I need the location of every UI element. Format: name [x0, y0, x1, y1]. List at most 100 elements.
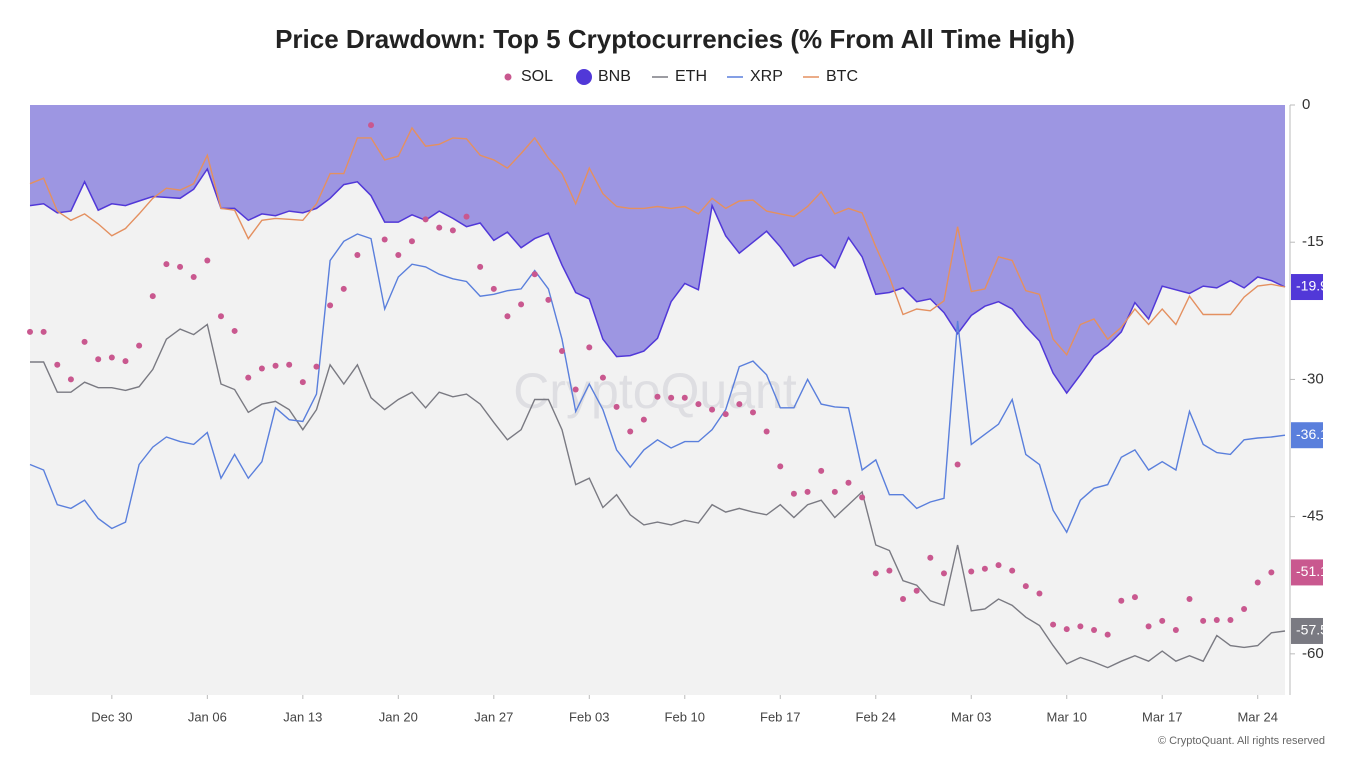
- sol-dot: [681, 394, 688, 401]
- legend-label: XRP: [750, 68, 783, 85]
- end-tag-label: -19.9: [1296, 278, 1328, 294]
- x-tick-label: Mar 10: [1047, 709, 1087, 724]
- legend-label: BTC: [826, 68, 858, 85]
- x-tick-label: Feb 24: [856, 709, 896, 724]
- x-tick-label: Mar 24: [1237, 709, 1277, 724]
- sol-dot: [40, 328, 47, 335]
- sol-dot: [313, 363, 320, 370]
- sol-dot: [995, 562, 1002, 569]
- sol-dot: [981, 565, 988, 572]
- sol-dot: [1050, 621, 1057, 628]
- sol-dot: [531, 271, 538, 278]
- sol-dot: [1254, 579, 1261, 586]
- sol-dot: [190, 273, 197, 280]
- legend-label: SOL: [521, 68, 553, 85]
- end-tag: [1291, 559, 1323, 586]
- sol-dot: [258, 365, 265, 372]
- sol-dot: [695, 401, 702, 408]
- sol-dot: [1036, 590, 1043, 597]
- y-tick-label: 0: [1302, 96, 1310, 113]
- sol-dot: [1159, 617, 1166, 624]
- sol-dot: [299, 379, 306, 386]
- y-tick-label: -60: [1302, 645, 1324, 662]
- sol-dot: [818, 467, 825, 474]
- legend-marker: [576, 69, 592, 85]
- end-tag-label: -36.1*: [1296, 426, 1334, 442]
- sol-dot: [395, 252, 402, 259]
- sol-dot: [1091, 627, 1098, 634]
- x-tick-label: Mar 03: [951, 709, 991, 724]
- sol-dot: [504, 313, 511, 320]
- x-tick-label: Feb 17: [760, 709, 800, 724]
- sol-dot: [408, 238, 415, 245]
- sol-dot: [81, 338, 88, 345]
- end-tag: [1291, 274, 1323, 301]
- sol-dot: [1022, 583, 1029, 590]
- x-tick-label: Dec 30: [91, 709, 132, 724]
- sol-dot: [463, 213, 470, 220]
- sol-dot: [1009, 567, 1016, 574]
- sol-dot: [900, 595, 907, 602]
- sol-dot: [940, 570, 947, 577]
- x-tick-label: Mar 17: [1142, 709, 1182, 724]
- sol-dot: [1145, 623, 1152, 630]
- sol-dot: [845, 479, 852, 486]
- y-tick-label: -15: [1302, 233, 1324, 250]
- sol-dot: [1118, 597, 1125, 604]
- sol-dot: [763, 428, 770, 435]
- sol-dot: [163, 261, 170, 268]
- series-line: [29, 233, 1286, 534]
- sol-dot: [831, 488, 838, 495]
- sol-dot: [1131, 594, 1138, 601]
- sol-dot: [231, 327, 238, 334]
- sol-dot: [586, 344, 593, 351]
- x-tick-label: Jan 27: [474, 709, 513, 724]
- sol-dot: [599, 374, 606, 381]
- legend-label: BNB: [598, 68, 631, 85]
- sol-dot: [54, 361, 61, 368]
- x-tick-label: Feb 03: [569, 709, 609, 724]
- sol-dot: [381, 236, 388, 243]
- sol-dot: [217, 313, 224, 320]
- x-tick-label: Feb 10: [665, 709, 705, 724]
- sol-dot: [136, 342, 143, 349]
- x-tick-label: Jan 06: [188, 709, 227, 724]
- sol-dot: [736, 401, 743, 408]
- sol-dot: [272, 362, 279, 369]
- sol-dot: [1241, 606, 1248, 613]
- sol-dot: [436, 224, 443, 231]
- sol-dot: [490, 285, 497, 292]
- end-tag-label: -57.5*: [1296, 622, 1334, 638]
- sol-dot: [286, 361, 293, 368]
- sol-dot: [790, 490, 797, 497]
- chart-title: Price Drawdown: Top 5 Cryptocurrencies (…: [275, 24, 1075, 54]
- end-tag-label: -51.1: [1296, 563, 1328, 579]
- sol-dot: [709, 406, 716, 413]
- x-tick-label: Jan 13: [283, 709, 322, 724]
- sol-dot: [1186, 595, 1193, 602]
- end-tag: [1291, 617, 1323, 644]
- series-line: [30, 323, 1286, 669]
- legend-label: ETH: [675, 68, 707, 85]
- y-tick-label: -45: [1302, 508, 1324, 525]
- sol-dot: [722, 411, 729, 418]
- sol-dot: [668, 394, 675, 401]
- sol-dot: [749, 409, 756, 416]
- sol-dot: [1104, 631, 1111, 638]
- sol-dot: [954, 461, 961, 468]
- sol-dot: [1063, 626, 1070, 633]
- sol-dot: [95, 356, 102, 363]
- sol-dot: [654, 393, 661, 400]
- sol-dot: [122, 358, 129, 365]
- sol-dot: [449, 227, 456, 234]
- sol-dot: [1172, 627, 1179, 634]
- sol-dot: [804, 488, 811, 495]
- watermark: CryptoQuant: [513, 363, 797, 419]
- sol-dot: [1227, 616, 1234, 623]
- sol-dot: [1077, 623, 1084, 630]
- sol-dot: [422, 216, 429, 223]
- sol-dot: [245, 374, 252, 381]
- bnb-area: [30, 105, 1285, 394]
- sol-dot: [368, 122, 375, 129]
- sol-dot: [1268, 569, 1275, 576]
